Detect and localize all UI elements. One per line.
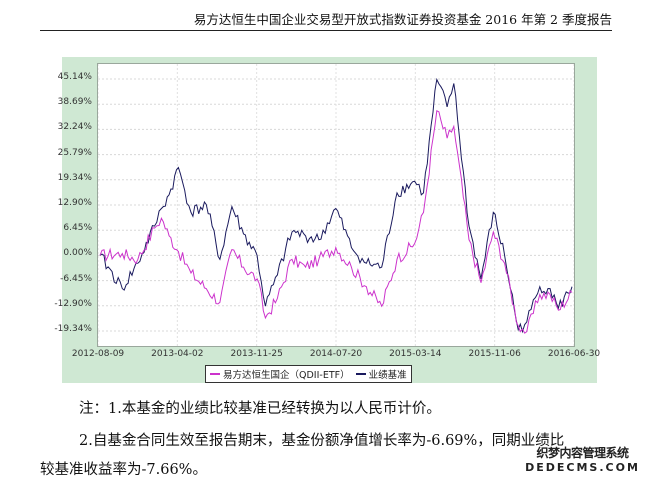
watermark: 织梦内容管理系统 DEDECMS.COM (515, 444, 650, 474)
x-tick-label: 2016-06-30 (547, 349, 601, 359)
x-tick-label: 2013-04-02 (151, 349, 204, 359)
x-tick-label: 2014-07-20 (309, 349, 363, 359)
benchmark-series-line (99, 77, 573, 334)
y-tick-label: 6.45% (63, 223, 92, 234)
legend-item-fund: 易方达恒生国企（QDII-ETF） (210, 367, 350, 381)
y-tick-label: 19.34% (57, 172, 92, 183)
y-tick-label: 32.24% (57, 122, 92, 133)
legend-item-benchmark: 业绩基准 (355, 367, 407, 381)
header-underline (40, 30, 612, 31)
y-tick-label: 38.69% (57, 97, 92, 108)
page-header: 易方达恒生中国企业交易型开放式指数证券投资基金 2016 年第 2 季度报告 (40, 0, 612, 32)
y-tick-label: -6.45% (60, 273, 92, 284)
chart-legend: 易方达恒生国企（QDII-ETF） 业绩基准 (205, 365, 412, 383)
note-line-3: 较基准收益率为-7.66%。 (40, 462, 207, 478)
note-line-2: 2.自基金合同生效至报告期末，基金份额净值增长率为-6.69%，同期业绩比 (79, 433, 565, 449)
y-tick-label: 25.79% (57, 147, 92, 158)
fund-line-swatch-icon (210, 373, 220, 375)
y-tick-label: -19.34% (54, 324, 92, 334)
chart-panel: 45.14% 38.69% 32.24% 25.79% 19.34% 12.90% 6.45… (54, 57, 601, 383)
y-tick-label: 45.14% (57, 72, 92, 82)
legend-benchmark-label: 业绩基准 (368, 370, 407, 381)
note-line-1: 注：1.本基金的业绩比较基准已经转换为以人民币计价。 (79, 401, 441, 417)
legend-fund-label: 易方达恒生国企（QDII-ETF） (223, 370, 350, 381)
line-chart (98, 64, 574, 346)
watermark-line-1: 织梦内容管理系统 (536, 446, 629, 460)
y-tick-label: 12.90% (57, 198, 92, 208)
report-title: 易方达恒生中国企业交易型开放式指数证券投资基金 2016 年第 2 季度报告 (193, 12, 612, 27)
plot-area (97, 63, 575, 347)
x-tick-label: 2015-03-14 (389, 349, 442, 359)
y-tick-label: 0.00% (63, 248, 92, 259)
x-tick-label: 2013-11-25 (230, 349, 283, 359)
watermark-line-2: DEDECMS.COM (525, 461, 640, 474)
x-tick-label: 2012-08-09 (71, 349, 125, 359)
benchmark-line-swatch-icon (355, 373, 366, 375)
fund-series-line (99, 110, 573, 334)
x-tick-label: 2015-11-06 (468, 349, 521, 359)
y-tick-label: -12.90% (54, 298, 92, 309)
